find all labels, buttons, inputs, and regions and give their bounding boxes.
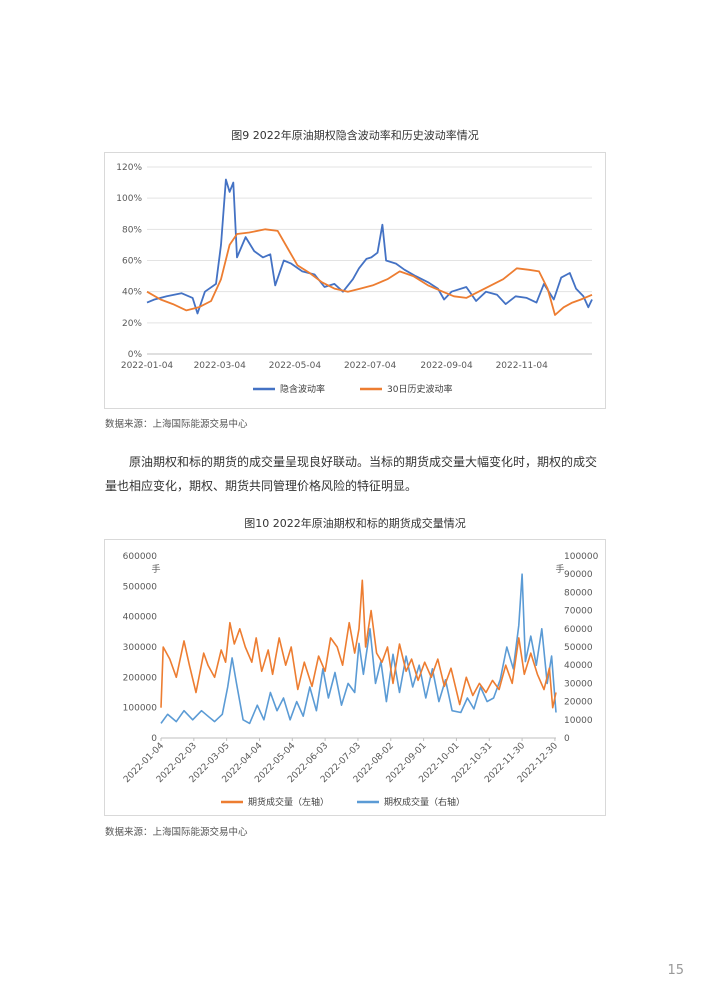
y-right-tick-label: 50000: [564, 643, 593, 653]
y-right-tick-label: 0: [564, 734, 570, 744]
figure9-title: 图9 2022年原油期权隐含波动率和历史波动率情况: [231, 129, 479, 142]
legend-label: 隐含波动率: [280, 383, 325, 395]
y-tick-label: 60%: [122, 257, 142, 267]
legend-label: 期权成交量（右轴）: [384, 796, 465, 808]
legend-label: 30日历史波动率: [387, 383, 452, 395]
y-tick-label: 80%: [122, 225, 142, 235]
y-tick-label: 100%: [116, 194, 142, 204]
y-left-tick-label: 300000: [123, 643, 158, 653]
x-tick-label: 2022-11-04: [496, 361, 549, 371]
y-left-tick-label: 0: [151, 734, 157, 744]
series-line: [160, 579, 557, 709]
series-line: [160, 573, 557, 725]
y-right-tick-label: 90000: [564, 570, 593, 580]
y-right-tick-label: 60000: [564, 625, 593, 635]
right-unit-label: 手: [555, 563, 564, 575]
y-right-tick-label: 30000: [564, 679, 593, 689]
figure9-source: 数据来源：上海国际能源交易中心: [105, 419, 248, 430]
y-tick-label: 40%: [122, 288, 142, 298]
x-tick-label: 2022-05-04: [269, 361, 322, 371]
y-left-tick-label: 200000: [123, 673, 158, 683]
y-tick-label: 20%: [122, 319, 142, 329]
y-right-tick-label: 80000: [564, 588, 593, 598]
volume-chart: 0 100000 200000 300000 400000 500000 600000 0 10…: [104, 539, 606, 816]
x-tick-label: 2022-09-04: [420, 361, 473, 371]
volume-chart-svg: 0 100000 200000 300000 400000 500000 600000 0 10…: [122, 552, 599, 808]
y-right-tick-label: 20000: [564, 698, 593, 708]
x-tick-label: 2022-01-04: [121, 361, 174, 371]
left-unit-label: 手: [151, 563, 160, 575]
y-left-tick-label: 600000: [123, 552, 158, 562]
x-tick-label: 2022-07-04: [344, 361, 397, 371]
y-right-tick-label: 100000: [564, 552, 599, 562]
volatility-chart-svg: 0% 20% 40% 60% 80% 100% 120% 2022-01-04 2022-03-…: [116, 163, 593, 395]
body-paragraph: 原油期权和标的期货的成交量呈现良好联动。当标的期货成交量大幅变化时，期权的成交量…: [105, 455, 598, 493]
page-number: 15: [667, 963, 684, 978]
y-right-tick-label: 40000: [564, 661, 593, 671]
y-right-tick-label: 70000: [564, 607, 593, 617]
series-line: [146, 178, 593, 315]
y-left-tick-label: 500000: [123, 582, 158, 592]
volatility-chart: 0% 20% 40% 60% 80% 100% 120% 2022-01-04 2022-03-…: [104, 152, 606, 409]
figure10-title: 图10 2022年原油期权和标的期货成交量情况: [244, 517, 466, 530]
x-tick-label: 2022-03-04: [194, 361, 247, 371]
y-left-tick-label: 400000: [123, 613, 158, 623]
figure10-source: 数据来源：上海国际能源交易中心: [105, 827, 248, 838]
y-right-tick-label: 10000: [564, 716, 593, 726]
series-line: [146, 228, 593, 316]
legend-label: 期货成交量（左轴）: [248, 796, 329, 808]
y-tick-label: 120%: [116, 163, 142, 173]
y-tick-label: 0%: [128, 350, 143, 360]
y-left-tick-label: 100000: [123, 704, 158, 714]
